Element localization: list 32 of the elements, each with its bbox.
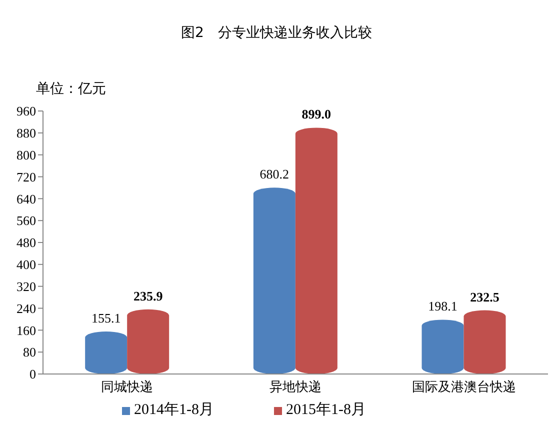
y-tick-label: 480 [16, 235, 36, 250]
y-tick-label: 560 [16, 213, 36, 228]
data-label: 232.5 [470, 289, 500, 304]
legend-label: 2015年1-8月 [286, 402, 366, 418]
data-label: 198.1 [428, 298, 458, 314]
y-tick-label: 320 [16, 278, 36, 294]
y-tick-label: 80 [23, 344, 36, 360]
x-tick-label: 国际及港澳台快递 [412, 380, 516, 396]
y-tick-label: 240 [16, 300, 36, 316]
x-tick-label: 异地快递 [270, 380, 322, 396]
y-tick-label: 960 [16, 104, 36, 119]
y-tick-label: 0 [30, 366, 36, 382]
chart-title: 图2 分专业快递业务收入比较 [180, 24, 373, 42]
bar [464, 310, 506, 374]
y-axis-title: 单位：亿元 [36, 80, 106, 98]
x-tick-label: 同城快递 [101, 380, 154, 396]
y-tick-label: 400 [16, 257, 36, 272]
data-label: 155.1 [91, 310, 121, 326]
y-tick-label: 800 [16, 147, 36, 162]
data-label: 899.0 [302, 106, 332, 122]
bar [422, 320, 464, 374]
bar [253, 188, 296, 374]
y-tick-label: 160 [16, 322, 36, 338]
bar [85, 332, 128, 374]
bar [295, 128, 338, 374]
y-tick-label: 720 [16, 169, 36, 184]
legend-label: 2014年1-8月 [134, 402, 214, 418]
data-label: 680.2 [260, 166, 290, 182]
y-tick-label: 640 [16, 191, 36, 206]
bar [127, 309, 170, 374]
data-label: 235.9 [133, 288, 164, 304]
y-tick-label: 880 [16, 126, 36, 141]
